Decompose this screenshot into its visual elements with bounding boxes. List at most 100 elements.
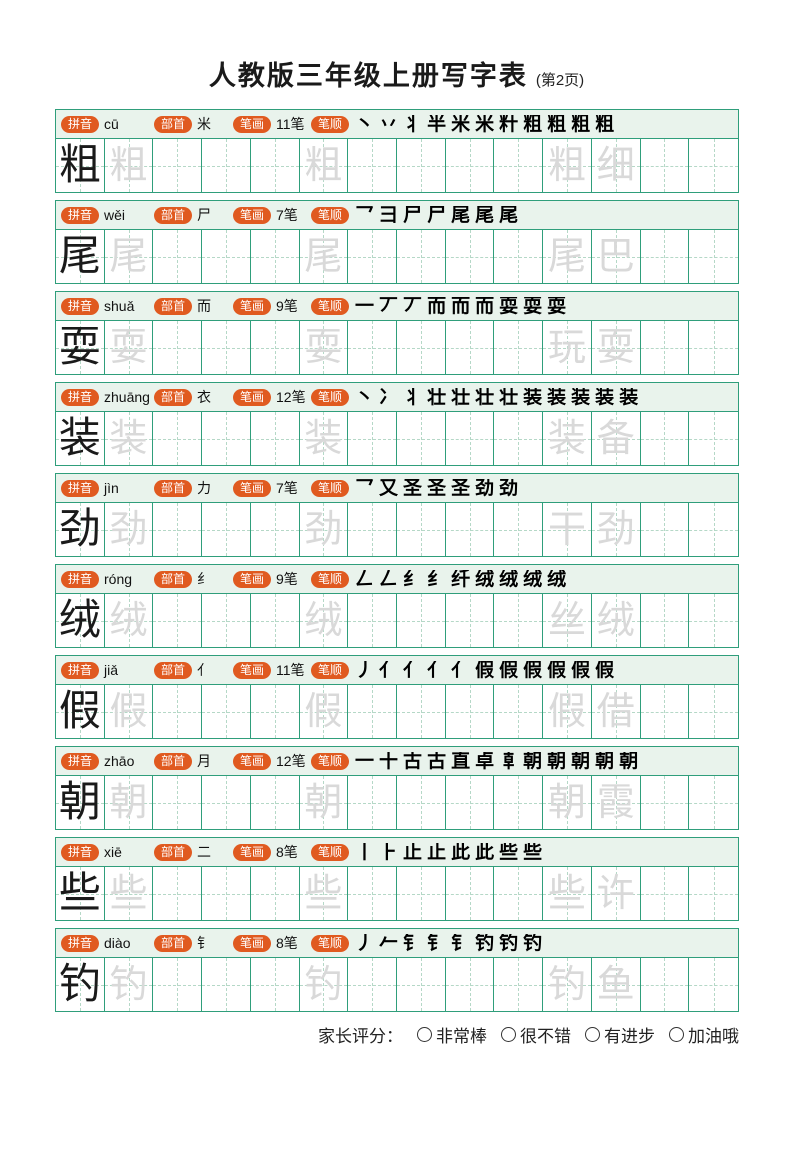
practice-char-trace: 些 xyxy=(547,872,586,915)
practice-char-main: 绒 xyxy=(58,597,101,644)
practice-cell xyxy=(397,685,446,738)
score-option-label: 加油哦 xyxy=(688,1027,739,1046)
pinyin-badge: 拼音 xyxy=(61,570,100,588)
stroke-order-badge: 笔顺 xyxy=(311,206,350,224)
stroke-order-step: 朝 xyxy=(595,751,615,771)
practice-cell xyxy=(689,503,738,556)
stroke-order-step: 粗 xyxy=(571,114,591,134)
practice-cell: 尾 xyxy=(104,230,154,283)
practice-cell xyxy=(445,412,495,465)
practice-cell xyxy=(445,594,495,647)
stroke-order-step: 装 xyxy=(595,387,615,407)
practice-cell: 假 xyxy=(543,685,592,738)
practice-cell xyxy=(445,230,495,283)
stroke-order-step: 一 xyxy=(355,751,375,771)
stroke-order-step: 圣 xyxy=(403,478,423,498)
stroke-order-step: 米 xyxy=(451,114,471,134)
score-option: 很不错 xyxy=(501,1022,571,1047)
practice-cell xyxy=(445,958,495,1011)
practice-cell xyxy=(250,958,300,1011)
practice-char-trace: 尾 xyxy=(304,235,343,278)
practice-cell: 装 xyxy=(56,412,105,465)
practice-cell: 钓 xyxy=(56,958,105,1011)
stroke-count-value: 8笔 xyxy=(276,844,298,860)
stroke-order-step: 绒 xyxy=(499,569,519,589)
stroke-order-step: 𠃋 xyxy=(379,569,399,589)
stroke-order-step: 些 xyxy=(499,842,519,862)
practice-cell xyxy=(250,230,300,283)
practice-char-trace: 朝 xyxy=(109,781,148,824)
practice-cell: 些 xyxy=(56,867,105,920)
stroke-order-step: 假 xyxy=(523,660,543,680)
practice-cell xyxy=(494,321,544,374)
stroke-count-badge: 笔画 xyxy=(233,206,272,224)
practice-cell xyxy=(397,958,446,1011)
stroke-order-step: 丶 xyxy=(355,387,375,407)
practice-char-trace: 鱼 xyxy=(596,963,635,1006)
stroke-order-step: 粗 xyxy=(547,114,567,134)
practice-cell xyxy=(250,594,300,647)
stroke-count-badge: 笔画 xyxy=(233,843,272,861)
radical-value: 衣 xyxy=(197,389,212,405)
radical-badge: 部首 xyxy=(154,388,193,406)
practice-cell xyxy=(348,594,397,647)
stroke-order-step: 钅 xyxy=(451,933,471,953)
practice-cell-row: 尾尾尾尾巴 xyxy=(56,230,738,283)
practice-cell xyxy=(153,503,203,556)
stroke-order-sequence: 乛又圣圣圣劲劲 xyxy=(355,479,518,498)
practice-cell xyxy=(202,685,251,738)
pinyin-badge: 拼音 xyxy=(61,479,100,497)
pinyin-value: shuǎ xyxy=(104,298,135,314)
stroke-order-step: 冫 xyxy=(379,387,399,407)
stroke-order-step: 而 xyxy=(427,296,447,316)
stroke-order-badge: 笔顺 xyxy=(311,297,350,315)
stroke-order-step: 圣 xyxy=(427,478,447,498)
row-header: 拼音 cū 部首米笔画 11笔 笔顺丶丷丬半米米籵粗粗粗粗 xyxy=(56,110,738,139)
score-option: 有进步 xyxy=(585,1022,655,1047)
practice-cell: 朝 xyxy=(543,776,592,829)
practice-cell xyxy=(640,412,690,465)
score-option-label: 很不错 xyxy=(520,1027,571,1046)
stroke-order-step: 丬 xyxy=(403,387,423,407)
g-pinyin-group: 拼音 róng xyxy=(61,570,154,588)
pinyin-value: wěi xyxy=(104,207,126,223)
pinyin-badge: 拼音 xyxy=(61,388,100,406)
stroke-order-step: 又 xyxy=(379,478,399,498)
character-row-block: 拼音 shuǎ 部首而笔画 9笔 笔顺一丆丆而而而耍耍耍耍耍耍玩耍 xyxy=(55,291,739,375)
practice-char-trace: 装 xyxy=(547,417,586,460)
stroke-count-value: 7笔 xyxy=(276,480,298,496)
stroke-order-badge: 笔顺 xyxy=(311,570,350,588)
stroke-order-step: 装 xyxy=(547,387,567,407)
stroke-order-group: 笔顺乛⺕尸尸尾尾尾 xyxy=(311,206,733,225)
stroke-order-group: 笔顺丿 𠂉 钅钅钅钓钓钓 xyxy=(311,934,733,953)
stroke-count-badge: 笔画 xyxy=(233,115,272,133)
stroke-order-step: 亻 xyxy=(451,660,471,680)
practice-char-trace: 霞 xyxy=(596,781,635,824)
stroke-order-group: 笔顺一丆丆而而而耍耍耍 xyxy=(311,297,733,316)
practice-cell xyxy=(445,503,495,556)
stroke-order-step: 𠃋 xyxy=(355,569,375,589)
practice-char-trace: 绒 xyxy=(109,599,148,642)
pinyin-value: zhuāng xyxy=(104,389,150,405)
practice-char-main: 钓 xyxy=(58,961,101,1008)
radical-value: 米 xyxy=(197,116,212,132)
practice-cell xyxy=(250,867,300,920)
stroke-order-step: 丆 xyxy=(379,296,399,316)
practice-char-trace: 备 xyxy=(596,417,635,460)
practice-cell: 许 xyxy=(591,867,641,920)
stroke-order-step: 耍 xyxy=(547,296,567,316)
practice-cell-row: 劲劲劲干劲 xyxy=(56,503,738,556)
practice-cell xyxy=(494,867,544,920)
row-header: 拼音 róng 部首纟笔画 9笔 笔顺 𠃋 𠃋 纟纟纤绒绒绒绒 xyxy=(56,565,738,594)
practice-char-trace: 假 xyxy=(547,690,586,733)
stroke-order-step: 圣 xyxy=(451,478,471,498)
practice-char-main: 耍 xyxy=(58,324,101,371)
score-circle-icon xyxy=(585,1027,600,1042)
practice-cell xyxy=(202,958,251,1011)
practice-cell xyxy=(153,867,203,920)
pinyin-badge: 拼音 xyxy=(61,752,100,770)
stroke-order-step: 乛 xyxy=(355,205,375,225)
practice-cell: 钓 xyxy=(543,958,592,1011)
row-header: 拼音 zhāo 部首月笔画 12笔 笔顺一十古古直卓 𠦝 朝朝朝朝朝 xyxy=(56,747,738,776)
